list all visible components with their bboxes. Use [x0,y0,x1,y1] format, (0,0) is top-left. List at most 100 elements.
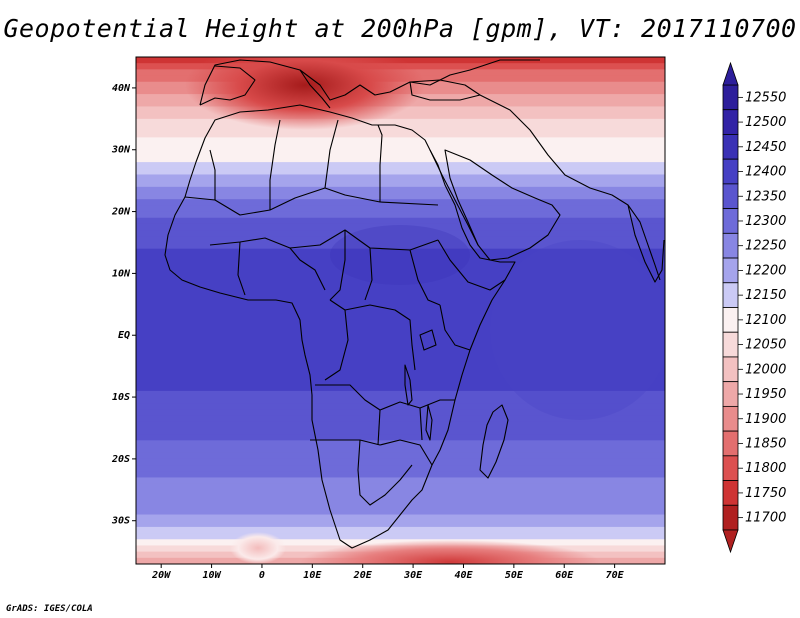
field-band [136,533,665,540]
lat-tick-label: 10S [112,392,130,403]
field-band [136,254,665,262]
border-central-2 [324,309,349,381]
field-band [136,118,665,126]
field-band [136,347,665,355]
colorbar-top-arrow [722,61,739,86]
field-band [136,273,665,281]
lon-tick-label: 30E [403,570,423,581]
field-band [136,155,665,163]
field-band [136,316,665,324]
field-band [136,489,665,497]
colorbar-label: 12400 [745,165,786,180]
lat-tick-label: 20S [111,454,130,465]
colorbar-label: 11850 [745,436,786,451]
lon-tick-label: 10E [303,570,322,581]
field-band [136,223,665,231]
field-band [136,205,665,213]
deep-blue-core-central [330,225,470,285]
field-band [136,298,665,305]
field-band [136,162,665,169]
border-sahel-1 [209,229,439,251]
field-band [136,329,665,336]
madagascar [479,404,509,479]
field-band [136,236,665,244]
mediterranean-low [185,57,425,130]
iberia [199,65,256,106]
lon-tick-label: 20W [151,570,171,581]
field-band [136,384,665,392]
field-band [136,168,665,176]
field-band [136,193,665,200]
field-band [136,112,665,120]
lon-tick-label: 40E [454,570,473,581]
field-band [136,403,665,411]
border-sahel-2 [237,241,246,296]
arabian-peninsula [444,149,561,261]
colorbar-label: 11800 [745,461,786,476]
colorbar-label: 12200 [745,263,786,278]
field-band [136,143,665,151]
colorbar-swatch [722,504,739,531]
colorbar-label: 12550 [745,90,786,105]
lon-tick-label: 0 [259,570,265,581]
red-sea-west [429,149,479,246]
africa-coastline [164,104,516,549]
border-central-3 [439,304,471,351]
lon-tick-label: 50E [505,570,524,581]
lake-malawi [425,404,433,441]
lat-tick-label: 40N [112,83,131,94]
map-title: Geopotential Height at 200hPa [gpm], VT:… [3,14,797,43]
field-band [136,137,665,145]
colorbar-bottom-arrow [722,529,739,554]
field-band [136,217,665,225]
colorbar-label: 12300 [745,214,786,229]
colorbar-swatch [722,232,739,259]
europe-coast [199,59,540,106]
longitude-ticks: 20W 10W 0 10E 20E 30E 40E 50E 60E 70E [151,564,625,581]
colorbar-swatch [722,455,739,481]
border-sahara-5 [377,124,383,202]
lat-tick-label: 30S [111,516,130,527]
colorbar-label: 12350 [745,189,786,204]
border-horn [437,239,506,291]
field-band [136,471,665,479]
field-band [136,174,665,182]
field-band [136,526,665,534]
colorbar-label: 11950 [745,387,786,402]
lon-tick-label: 60E [555,570,574,581]
field-band [136,261,665,268]
border-sahel-5 [364,247,373,301]
lon-tick-label: 70E [606,570,625,581]
lat-tick-label: 20N [111,207,131,218]
lat-tick-label: 10N [112,268,131,279]
colorbar-swatch [722,158,739,185]
field-band [136,378,665,386]
plot-frame [135,56,666,565]
persian-gulf-coast [479,94,661,281]
field-band [136,248,665,256]
lon-tick-label: 20E [353,570,373,581]
field-band [136,131,665,138]
field-band [136,397,665,404]
field-band [136,452,665,460]
border-sahara-1 [184,149,216,201]
colorbar-swatch [722,183,739,210]
border-south-3 [357,439,413,506]
height-field [136,57,665,564]
colorbar-swatch [722,257,739,284]
field-band [136,415,665,423]
field-band [136,186,665,194]
colorbar: 12550 12500 12450 12400 12350 12300 12250 12200… [722,61,786,554]
colorbar-label: 12150 [745,288,786,303]
border-sahel-3 [289,247,326,291]
colorbar-swatch [722,109,739,135]
southern-red-zone [300,540,600,564]
colorbar-label: 11900 [745,412,786,427]
field-band [136,483,665,491]
lon-tick-label: 10W [203,570,222,581]
border-south-2 [310,439,433,466]
field-band [136,335,665,343]
colorbar-swatch [722,331,739,358]
grads-credit: GrADS: IGES/COLA [6,604,93,614]
